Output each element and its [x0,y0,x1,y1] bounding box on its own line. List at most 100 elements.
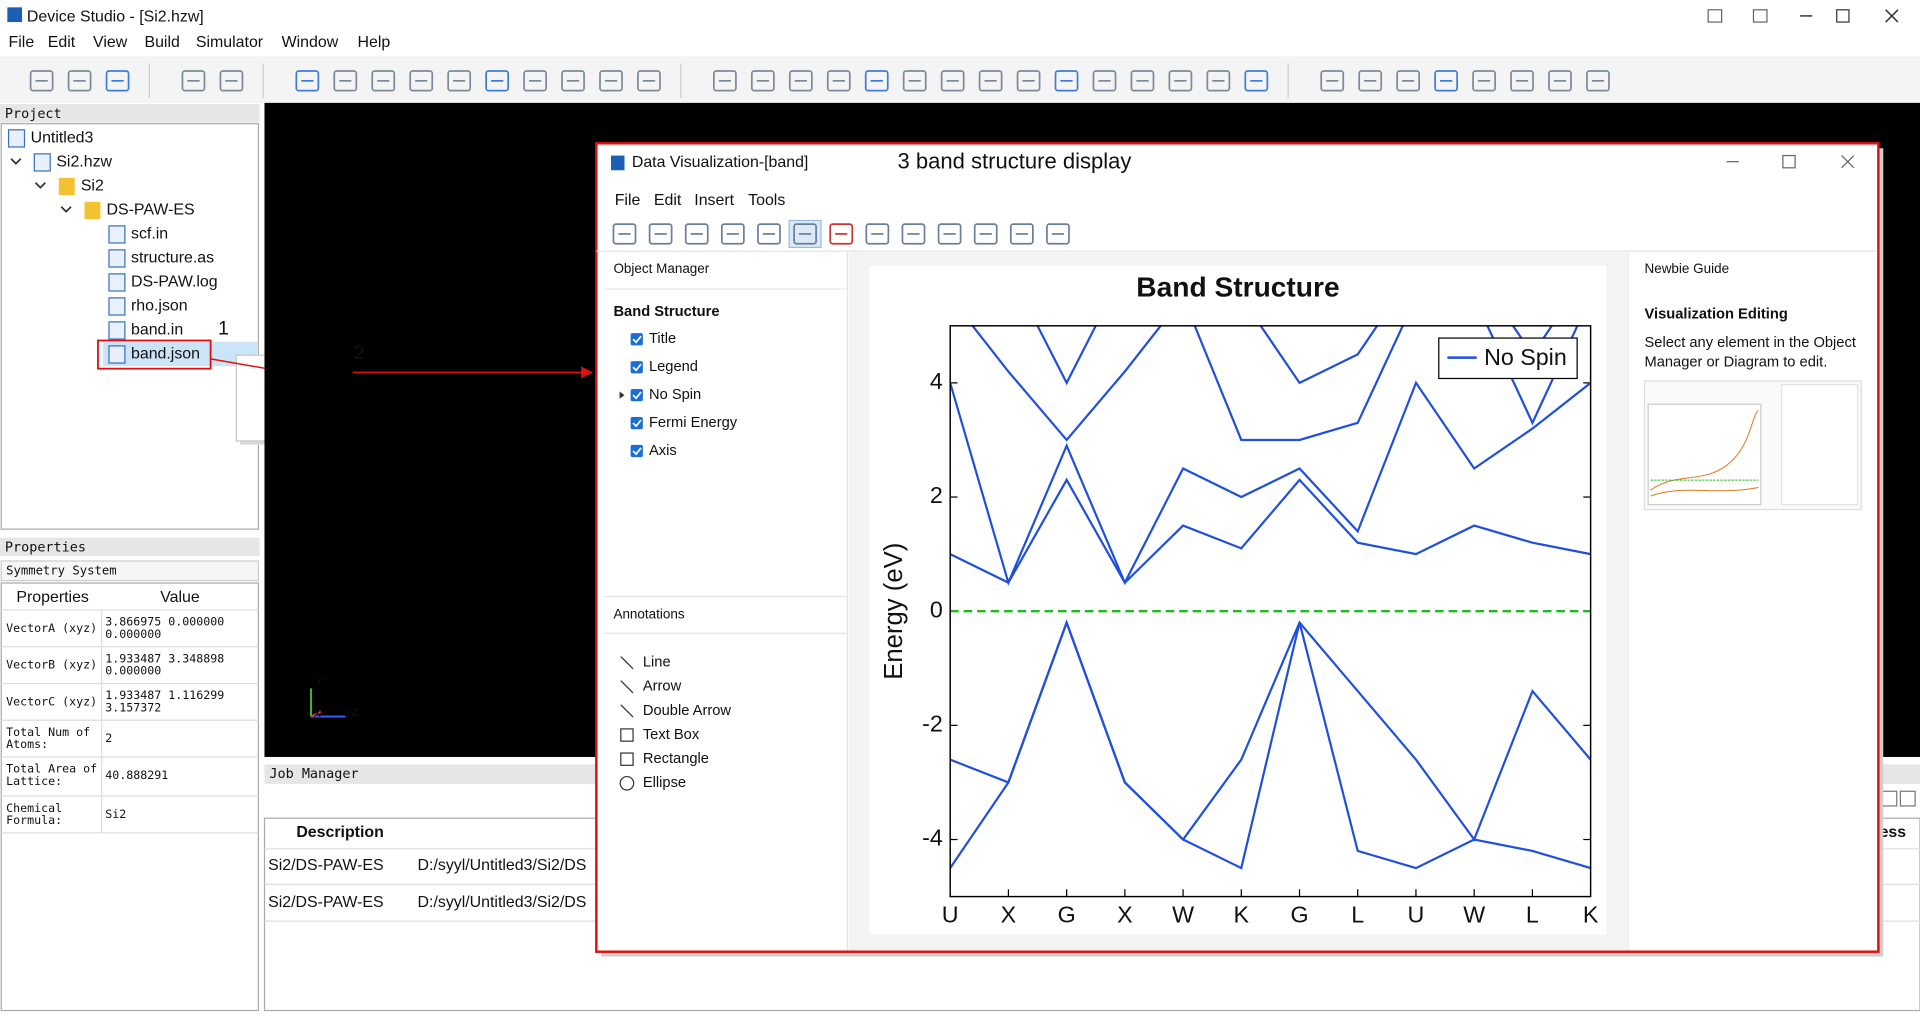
dv-icon [611,155,625,171]
property-name: Formula: [6,813,62,827]
checkbox [630,361,643,374]
menu-item[interactable]: File [9,34,35,51]
band-line [971,325,1579,442]
job-cell: D:/syyl/Untitled3/Si2/DS [418,894,587,911]
menu-item[interactable]: Build [144,34,179,51]
dv-maximize [1782,154,1796,169]
toolbar-icon [750,70,775,92]
toolbar-icon [1206,70,1231,92]
tree-item[interactable]: Si2 [81,178,104,195]
tree-item[interactable]: Si2.hzw [56,154,112,171]
annotation-item[interactable]: Double Arrow [643,703,732,719]
dv-menu-item[interactable]: Insert [694,192,734,209]
x-tick-label: K [1234,901,1250,927]
tree-icon [108,297,126,316]
property-value: 1.933487 1.116299 [105,688,224,702]
annotation-icon [620,728,634,742]
toolbar-icon [1168,70,1193,92]
job-header: ess [1880,824,1907,841]
toolbar-icon [940,70,965,92]
toolbar-icon [901,223,926,245]
toolbar [0,56,1920,103]
axis-indicator-label: Z [351,707,358,719]
menu-item[interactable]: Window [282,34,339,51]
tree-item[interactable]: Untitled3 [31,130,94,147]
annotation-item[interactable]: Arrow [643,679,682,695]
menu-item[interactable]: Help [358,34,391,51]
dv-menu-item[interactable]: Edit [654,192,682,209]
title-user-icon [1752,9,1768,23]
title-bar [0,0,1920,32]
chart-title: Band Structure [1136,272,1339,303]
menu-item[interactable]: Edit [48,34,76,51]
property-name: VectorC (xyz) [6,694,97,708]
title-help-icon [1707,9,1723,23]
x-tick-label: U [942,901,959,927]
annotation-item[interactable]: Rectangle [643,751,709,767]
tree-item[interactable]: scf.in [131,226,168,243]
dv-menu-item[interactable]: File [615,192,641,209]
band-line [1036,325,1554,386]
x-tick-label: L [1351,901,1364,927]
tree-item[interactable]: rho.json [131,298,188,315]
object-item[interactable]: No Spin [649,387,701,403]
dv-title: Data Visualization-[band] [632,154,809,171]
project-title: Project [5,106,62,122]
tree-icon [108,321,126,340]
annotation-icon [620,680,634,694]
toolbar-icon [1244,70,1269,92]
object-item[interactable]: Axis [649,443,677,459]
tree-item[interactable]: band.in [131,322,183,339]
toolbar-icon [1130,70,1155,92]
annotation-item[interactable]: Text Box [643,727,700,743]
toolbar-icon [720,223,745,245]
callout-number: 2 [354,342,365,364]
checkmark [632,447,642,456]
object-root: Band Structure [613,304,719,320]
property-value: 40.888291 [105,768,168,782]
tree-item[interactable]: structure.as [131,250,214,267]
toolbar-icon [902,70,927,92]
toolbar-icon [599,70,623,92]
symmetry-dropdown [0,560,259,582]
tree-item[interactable]: DS-PAW-ES [107,202,195,219]
toolbar-icon [219,70,244,92]
menu-item[interactable]: View [93,34,128,51]
y-tick-label: 0 [930,596,943,622]
band-line [950,380,1591,586]
band-line [950,619,1591,842]
annotation-icon [620,656,634,670]
pane-title: Annotations [613,606,684,621]
object-item[interactable]: Fermi Energy [649,415,738,431]
menu-item[interactable]: Simulator [196,34,264,51]
y-tick-label: 2 [930,482,943,508]
annotation-icon [619,775,635,791]
dv-menu-item[interactable]: Tools [748,192,785,209]
property-name: Atoms: [6,737,48,751]
toolbar-icon [1396,70,1421,92]
toolbar-icon [937,223,962,245]
property-value: 0.000000 [105,664,161,678]
toolbar-icon [409,70,434,92]
pane-title: Newbie Guide [1644,261,1729,276]
annotation-item[interactable]: Ellipse [643,775,686,791]
property-value: Si2 [105,807,126,821]
toolbar-icon [1472,70,1496,92]
x-tick-label: K [1583,901,1599,927]
toolbar-icon [1586,70,1610,92]
maximize-button [1836,9,1850,23]
tree-item[interactable]: band.json [131,346,200,363]
window-title: Device Studio - [Si2.hzw] [27,8,204,25]
callout-arrow [210,358,268,370]
toolbar-icon [371,70,396,92]
object-item[interactable]: Legend [649,359,698,375]
object-item[interactable]: Title [649,331,676,347]
x-tick-label: X [1001,901,1017,927]
annotation-item[interactable]: Line [643,655,671,671]
checkbox [630,444,643,458]
x-tick-label: W [1463,901,1485,927]
tree-item[interactable]: DS-PAW.log [131,274,218,291]
guide-heading: Visualization Editing [1644,307,1787,323]
expand-triangle [619,391,625,399]
